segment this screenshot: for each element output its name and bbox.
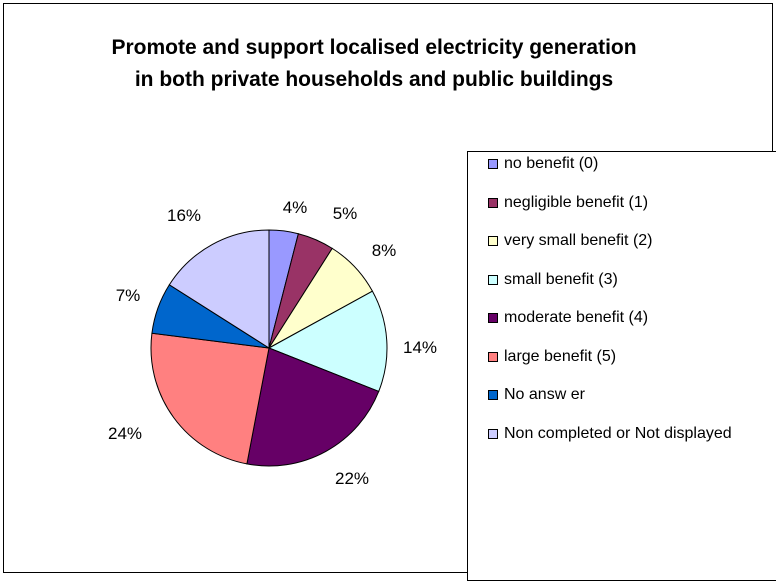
legend-item: no benefit (0) <box>488 152 738 176</box>
slice-percent-label: 7% <box>116 286 141 305</box>
slice-percent-label: 8% <box>372 241 397 260</box>
pie-slice <box>150 332 270 465</box>
legend-swatch <box>488 428 498 439</box>
slice-percent-label: 4% <box>283 198 308 217</box>
slice-percent-label: 16% <box>167 206 201 225</box>
legend-label: small benefit (3) <box>504 270 618 288</box>
legend-label: moderate benefit (4) <box>504 309 649 326</box>
legend-swatch <box>488 236 498 246</box>
legend-label: very small benefit (2) <box>504 232 653 249</box>
legend-label: no benefit (0) <box>504 155 599 172</box>
legend-item: No answ er <box>488 383 738 407</box>
legend-swatch <box>488 197 498 208</box>
legend-label: No answ er <box>504 386 585 403</box>
legend-item: small benefit (3) <box>488 268 738 292</box>
slice-percent-label: 24% <box>108 424 142 443</box>
legend-label: negligible benefit (1) <box>504 193 649 211</box>
legend-label: Non completed or Not displayed <box>504 424 732 442</box>
legend-item: Non completed or Not displayed <box>488 422 738 446</box>
slice-percent-label: 5% <box>333 204 358 223</box>
legend-item: large benefit (5) <box>488 345 738 369</box>
legend-swatch <box>488 159 498 169</box>
legend-swatch <box>488 313 498 323</box>
legend-swatch <box>488 274 498 285</box>
slice-percent-label: 14% <box>403 338 437 357</box>
chart-frame: Promote and support localised electricit… <box>3 3 776 581</box>
pie-slice <box>267 290 388 393</box>
legend-item: moderate benefit (4) <box>488 306 738 330</box>
legend-label: large benefit (5) <box>504 347 617 365</box>
chart-title: Promote and support localised electricit… <box>111 36 637 91</box>
legend-item: very small benefit (2) <box>488 229 738 253</box>
pie-chart: 4% 5% 8% 14% 22% 24% 7% 16% <box>108 198 437 488</box>
legend-swatch <box>488 351 498 362</box>
legend-swatch <box>488 390 498 400</box>
pie-slice <box>168 229 270 349</box>
legend-item: negligible benefit (1) <box>488 191 738 215</box>
slice-percent-label: 22% <box>335 469 369 488</box>
pie-slice <box>246 347 380 467</box>
